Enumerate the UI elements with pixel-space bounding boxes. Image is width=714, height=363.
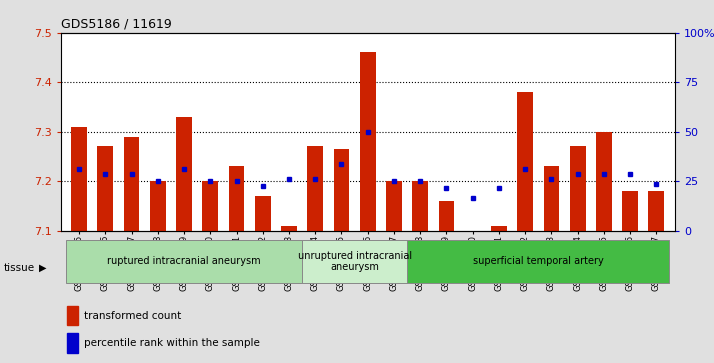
- Bar: [407, 240, 670, 282]
- Bar: [648, 191, 664, 231]
- Bar: [150, 181, 166, 231]
- Text: unruptured intracranial
aneurysm: unruptured intracranial aneurysm: [298, 250, 412, 272]
- Bar: [67, 334, 78, 353]
- Bar: [124, 136, 139, 231]
- Text: GDS5186 / 11619: GDS5186 / 11619: [61, 17, 171, 30]
- Bar: [97, 146, 114, 231]
- Text: ▶: ▶: [39, 263, 47, 273]
- Bar: [622, 191, 638, 231]
- Bar: [491, 225, 507, 231]
- Text: percentile rank within the sample: percentile rank within the sample: [84, 338, 260, 348]
- Bar: [360, 53, 376, 231]
- Bar: [255, 196, 271, 231]
- Bar: [302, 240, 407, 282]
- Bar: [412, 181, 428, 231]
- Text: superficial temporal artery: superficial temporal artery: [473, 256, 603, 266]
- Bar: [386, 181, 402, 231]
- Text: tissue: tissue: [4, 263, 35, 273]
- Bar: [517, 92, 533, 231]
- Bar: [228, 166, 244, 231]
- Bar: [281, 225, 297, 231]
- Bar: [333, 149, 349, 231]
- Bar: [66, 240, 302, 282]
- Bar: [202, 181, 218, 231]
- Bar: [438, 201, 454, 231]
- Bar: [67, 306, 78, 325]
- Bar: [307, 146, 323, 231]
- Text: ruptured intracranial aneurysm: ruptured intracranial aneurysm: [107, 256, 261, 266]
- Text: transformed count: transformed count: [84, 311, 181, 321]
- Bar: [176, 117, 192, 231]
- Bar: [543, 166, 559, 231]
- Bar: [596, 132, 612, 231]
- Bar: [71, 127, 87, 231]
- Bar: [570, 146, 585, 231]
